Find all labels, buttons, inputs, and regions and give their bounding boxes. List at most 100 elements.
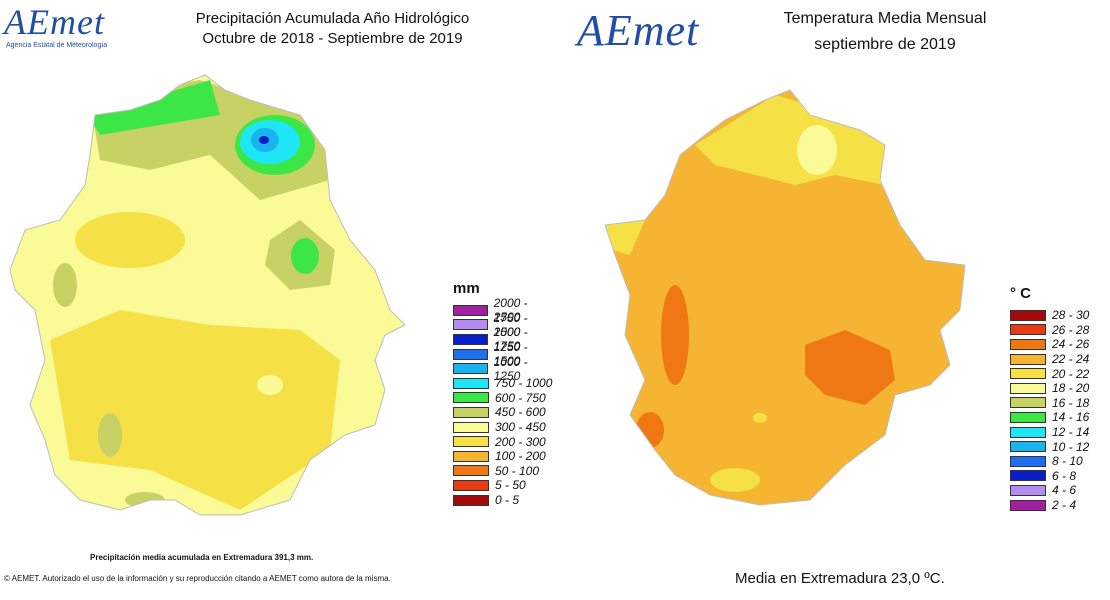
temp-legend-label: 22 - 24	[1052, 352, 1090, 367]
precip-legend-swatch	[453, 479, 489, 491]
temp-legend-swatch	[1010, 411, 1046, 423]
aemet-logo-text: AEmet	[4, 2, 105, 42]
precip-legend-label: 450 - 600	[495, 405, 546, 420]
temp-legend-swatch	[1010, 338, 1046, 350]
precip-legend-item: 200 - 300	[453, 434, 555, 449]
temp-legend-item: 12 - 14	[1010, 425, 1089, 440]
temp-mean-note: Media en Extremadura 23,0 ºC.	[735, 570, 945, 587]
precip-legend-swatch	[453, 406, 489, 418]
temp-legend-swatch	[1010, 470, 1046, 482]
precip-legend-swatch	[453, 436, 489, 448]
copyright-note: © AEMET. Autorizado el uso de la informa…	[4, 574, 391, 583]
temp-legend-label: 20 - 22	[1052, 366, 1090, 381]
precip-legend-item: 300 - 450	[453, 420, 555, 435]
temp-legend-swatch	[1010, 484, 1046, 496]
precipitation-map	[9, 74, 406, 516]
precip-legend-item: 1000 - 1250	[453, 355, 555, 383]
precip-legend-swatch	[453, 348, 488, 360]
precip-legend-label: 5 - 50	[495, 478, 526, 493]
temp-legend-label: 18 - 20	[1052, 381, 1090, 396]
precip-legend-item: 2000 - 2500	[453, 296, 555, 324]
precip-legend-swatch	[453, 319, 488, 331]
precip-legend-label: 1750 - 2000	[493, 310, 528, 339]
temp-legend-item: 16 - 18	[1010, 396, 1089, 411]
precip-mean-note: Precipitación media acumulada en Extrema…	[90, 553, 314, 562]
temp-legend-item: 10 - 12	[1010, 439, 1089, 454]
temp-legend-label: 14 - 16	[1052, 410, 1090, 425]
temp-legend-label: 16 - 18	[1052, 395, 1090, 410]
temp-legend-swatch	[1010, 353, 1046, 365]
temp-legend-swatch	[1010, 397, 1046, 409]
temp-legend-label: 26 - 28	[1052, 322, 1090, 337]
precip-legend-swatch	[453, 377, 489, 389]
precip-legend-label: 1500 - 1750	[493, 325, 528, 354]
precip-legend-swatch	[453, 363, 488, 375]
precip-legend-item: 450 - 600	[453, 405, 555, 420]
temp-legend-label: 12 - 14	[1052, 425, 1090, 440]
precip-title-line1: Precipitación Acumulada Año Hidrológico	[195, 10, 470, 27]
temp-legend-swatch	[1010, 499, 1046, 511]
temp-legend-items: 28 - 30 26 - 28 24 - 26 22 - 24 20 - 22 18 - …	[1010, 308, 1089, 512]
precip-legend-swatch	[453, 333, 488, 345]
precip-legend-item: 0 - 5	[453, 493, 555, 508]
temp-legend-item: 4 - 6	[1010, 483, 1089, 498]
temp-legend-item: 18 - 20	[1010, 381, 1089, 396]
temp-legend-swatch	[1010, 426, 1046, 438]
precip-legend-label: 100 - 200	[495, 449, 546, 464]
temp-legend-item: 24 - 26	[1010, 337, 1089, 352]
precip-legend-swatch	[453, 494, 489, 506]
temp-legend-label: 28 - 30	[1052, 308, 1090, 323]
temp-legend-unit: ° C	[1010, 285, 1031, 302]
precip-legend-label: 50 - 100	[495, 463, 540, 478]
aemet-logo-right-text: AEmet	[577, 6, 700, 55]
precip-legend-label: 750 - 1000	[495, 376, 553, 391]
precip-legend-item: 1250 - 1500	[453, 340, 555, 368]
temp-legend-label: 6 - 8	[1052, 468, 1077, 483]
precip-legend-item: 600 - 750	[453, 391, 555, 406]
precip-legend-label: 200 - 300	[495, 434, 546, 449]
temp-legend-item: 14 - 16	[1010, 410, 1089, 425]
precipitation-panel: AEmet Agencia Estatal de Meteorología Pr…	[4, 0, 555, 583]
temp-legend-label: 10 - 12	[1052, 439, 1090, 454]
temp-legend-item: 26 - 28	[1010, 323, 1089, 338]
temp-legend-label: 2 - 4	[1052, 498, 1077, 513]
temperature-map	[604, 89, 966, 506]
precip-legend-unit: mm	[453, 280, 480, 297]
precip-title-line2: Octubre de 2018 - Septiembre de 2019	[202, 30, 463, 47]
precip-legend-label: 600 - 750	[495, 390, 546, 405]
precip-legend-swatch	[453, 465, 489, 477]
precip-legend-label: 1250 - 1500	[493, 340, 528, 369]
precip-legend-item: 1750 - 2000	[453, 311, 555, 339]
temp-title-line2: septiembre de 2019	[814, 36, 956, 53]
temp-legend-label: 24 - 26	[1052, 337, 1090, 352]
aemet-logo-subtitle: Agencia Estatal de Meteorología	[6, 42, 108, 49]
temp-title-line1: Temperatura Media Mensual	[783, 10, 987, 27]
temp-legend-swatch	[1010, 455, 1046, 467]
precip-legend-item: 100 - 200	[453, 449, 555, 464]
precip-legend-swatch	[453, 450, 489, 462]
temp-legend-item: 8 - 10	[1010, 454, 1089, 469]
precip-legend-label: 0 - 5	[495, 493, 520, 508]
precip-legend-item: 50 - 100	[453, 464, 555, 479]
precip-legend-swatch	[453, 304, 488, 316]
temp-legend-swatch	[1010, 368, 1046, 380]
precip-legend-label: 2000 - 2500	[493, 296, 528, 325]
temp-legend-swatch	[1010, 324, 1046, 336]
temp-legend-item: 20 - 22	[1010, 366, 1089, 381]
precip-legend-item: 1500 - 1750	[453, 325, 555, 353]
precip-legend-label: 1000 - 1250	[493, 354, 528, 383]
precip-legend-swatch	[453, 421, 489, 433]
temperature-panel: AEmet Temperatura Media Mensual septiemb…	[555, 0, 1110, 600]
temp-legend-item: 28 - 30	[1010, 308, 1089, 323]
precip-legend-label: 300 - 450	[495, 420, 546, 435]
temp-legend-item: 22 - 24	[1010, 352, 1089, 367]
temp-legend-item: 6 - 8	[1010, 469, 1089, 484]
precip-legend: mm 2000 - 2500 1750 - 2000 1500 - 1750 1250…	[453, 280, 555, 507]
temp-legend-swatch	[1010, 309, 1046, 321]
aemet-logo-right: AEmet	[577, 4, 699, 58]
temp-legend: ° C 28 - 30 26 - 28 24 - 26 22 - 24 20 - 22 1…	[1010, 285, 1089, 512]
temp-legend-label: 8 - 10	[1052, 454, 1083, 469]
temp-legend-label: 4 - 6	[1052, 483, 1077, 498]
precip-legend-swatch	[453, 392, 489, 404]
aemet-logo: AEmet Agencia Estatal de Meteorología	[4, 0, 107, 49]
